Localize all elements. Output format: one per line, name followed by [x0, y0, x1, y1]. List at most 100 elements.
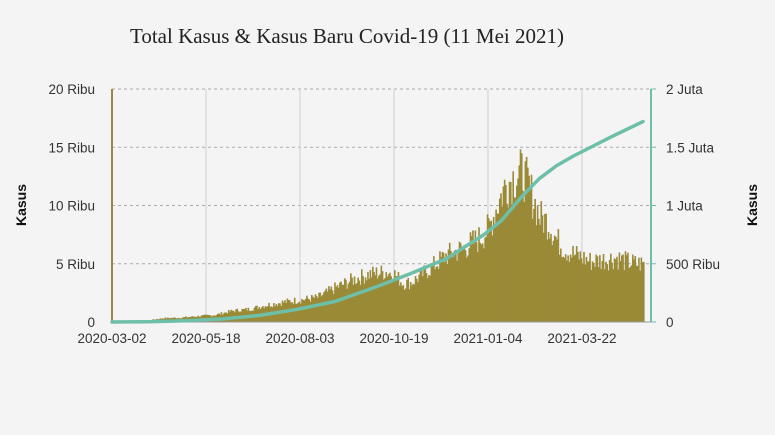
bar	[220, 312, 223, 322]
bar	[400, 282, 402, 322]
bar	[329, 289, 331, 322]
bar	[580, 258, 583, 322]
bar	[495, 209, 497, 322]
y-tick-label-right: 2 Juta	[666, 82, 703, 97]
bar	[319, 292, 322, 322]
bar	[474, 230, 477, 322]
bar	[556, 239, 558, 322]
bar	[441, 251, 444, 322]
y-tick-label-left: 10 Ribu	[48, 199, 95, 214]
bar	[539, 224, 541, 322]
bar	[414, 276, 417, 322]
bar	[612, 269, 615, 322]
bar	[335, 286, 338, 322]
bar	[385, 272, 388, 322]
bar	[412, 283, 414, 322]
bar	[594, 266, 596, 322]
bar	[393, 270, 396, 322]
bar	[562, 256, 565, 322]
bar	[280, 306, 283, 322]
bar	[395, 276, 397, 322]
bar	[563, 257, 566, 322]
bar	[342, 284, 345, 322]
bar	[557, 228, 560, 322]
bar	[346, 288, 348, 322]
bar	[362, 276, 364, 322]
bar	[462, 247, 464, 322]
bar	[380, 265, 383, 322]
bar	[551, 245, 554, 322]
bar	[586, 261, 589, 322]
bar	[458, 241, 461, 322]
bar	[353, 276, 356, 322]
bar	[451, 257, 453, 322]
bar	[507, 207, 510, 322]
bar	[365, 280, 368, 322]
bar	[375, 267, 378, 322]
bar	[545, 213, 547, 322]
bar	[622, 254, 624, 322]
bar	[573, 255, 576, 322]
bar	[498, 198, 501, 322]
bar	[331, 290, 334, 322]
bar	[297, 302, 300, 322]
bar	[463, 244, 466, 322]
bar	[589, 252, 591, 322]
bar	[475, 242, 478, 322]
bar	[483, 248, 485, 322]
bar	[390, 276, 392, 322]
bar	[429, 275, 431, 322]
bar	[501, 206, 504, 322]
bar	[606, 264, 608, 322]
bar	[584, 264, 587, 322]
bar	[330, 286, 333, 322]
bar	[611, 262, 613, 322]
bar	[461, 248, 463, 322]
bar	[434, 269, 436, 322]
bar	[486, 214, 489, 322]
bar	[424, 266, 427, 322]
bar	[629, 266, 632, 322]
bar	[378, 275, 380, 322]
bar	[621, 255, 623, 322]
bar	[508, 181, 511, 322]
bar	[445, 253, 447, 322]
bar	[296, 303, 298, 322]
bar	[472, 230, 474, 322]
bar	[480, 244, 483, 322]
bar	[619, 261, 622, 322]
bar	[453, 250, 456, 322]
bar	[345, 279, 347, 322]
bar	[245, 307, 247, 322]
bar	[602, 253, 605, 322]
bar	[407, 277, 410, 322]
bar	[437, 268, 440, 322]
bar	[617, 269, 619, 322]
bar	[516, 185, 518, 322]
bar	[568, 261, 571, 322]
bar	[361, 269, 363, 322]
bar	[384, 278, 386, 322]
bar	[588, 261, 590, 322]
bar	[352, 284, 355, 322]
bar	[317, 297, 319, 322]
bar	[323, 292, 325, 322]
bar	[308, 299, 311, 322]
bar	[505, 184, 507, 322]
bar	[485, 236, 488, 322]
y-tick-label-left: 15 Ribu	[48, 140, 95, 155]
bar	[618, 252, 621, 322]
bar	[575, 246, 578, 322]
y-tick-label-left: 5 Ribu	[56, 257, 95, 272]
y-tick-label-right: 1 Juta	[666, 199, 703, 214]
bar	[320, 296, 323, 322]
bar	[304, 298, 307, 322]
bar	[564, 254, 567, 322]
bar	[391, 281, 394, 322]
bar	[643, 261, 645, 322]
bar	[332, 293, 335, 322]
bar	[536, 205, 539, 322]
bar	[235, 309, 237, 322]
y-tick-label-right: 1.5 Juta	[666, 140, 715, 155]
bar	[616, 256, 618, 322]
